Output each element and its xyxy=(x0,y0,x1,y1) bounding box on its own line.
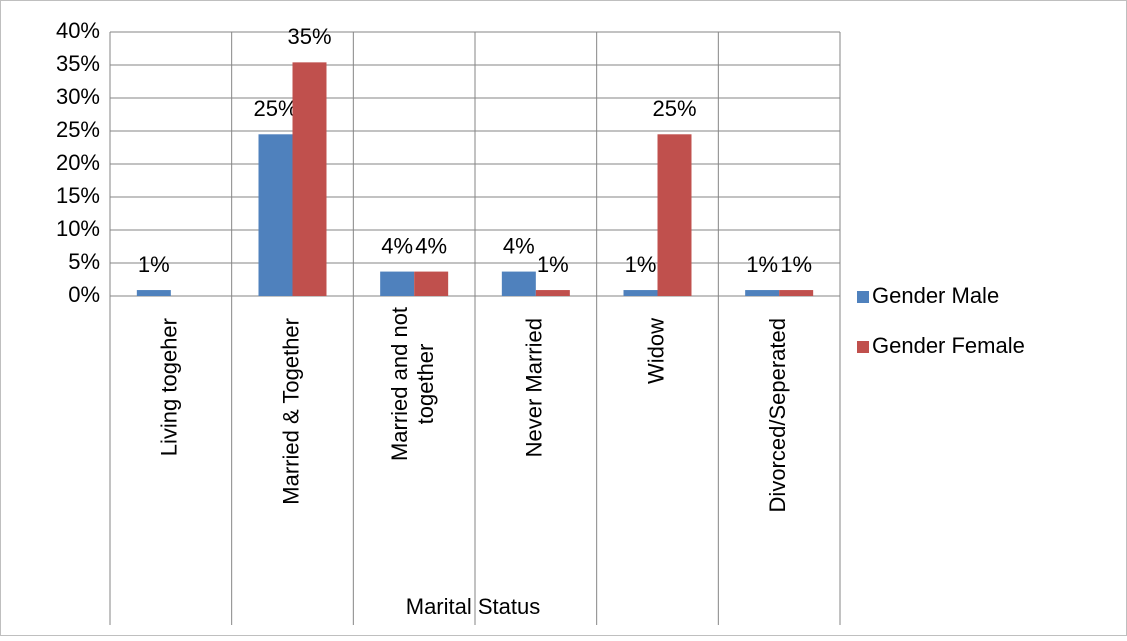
y-tick-label: 10% xyxy=(56,216,100,241)
bar xyxy=(501,271,536,296)
y-tick-label: 35% xyxy=(56,51,100,76)
data-label: 4% xyxy=(503,233,535,258)
bar xyxy=(380,271,415,296)
bar xyxy=(657,134,692,296)
data-label: 1% xyxy=(537,252,569,277)
bar xyxy=(623,290,658,296)
y-tick-label: 30% xyxy=(56,84,100,109)
legend-swatch xyxy=(857,291,869,303)
data-label: 1% xyxy=(138,252,170,277)
bar xyxy=(414,271,449,296)
legend-swatch xyxy=(857,341,869,353)
x-tick-label: Married & Together xyxy=(278,318,303,505)
data-label: 25% xyxy=(253,96,297,121)
legend-label: Gender Female xyxy=(872,333,1025,358)
x-tick-label: Divorced/Seperated xyxy=(765,318,790,512)
data-label: 35% xyxy=(287,24,331,49)
bar xyxy=(535,290,570,296)
x-tick-label: Widow xyxy=(643,318,668,384)
x-tick-label: Married and nottogether xyxy=(387,307,438,461)
data-label: 1% xyxy=(780,252,812,277)
bar xyxy=(136,290,171,296)
y-tick-label: 15% xyxy=(56,183,100,208)
y-tick-label: 25% xyxy=(56,117,100,142)
x-tick-label: Never Married xyxy=(522,318,547,457)
bar xyxy=(258,134,293,296)
x-tick-label-line: Married and not xyxy=(387,307,412,461)
data-label: 4% xyxy=(415,233,447,258)
y-tick-label: 0% xyxy=(68,282,100,307)
bar xyxy=(779,290,814,296)
x-tick-label: Living togeher xyxy=(157,318,182,456)
y-tick-label: 5% xyxy=(68,249,100,274)
x-axis-title: Marital Status xyxy=(406,594,541,619)
y-tick-label: 40% xyxy=(56,18,100,43)
legend-label: Gender Male xyxy=(872,283,999,308)
x-tick-label-line: together xyxy=(413,344,438,425)
bar xyxy=(745,290,780,296)
data-label: 1% xyxy=(746,252,778,277)
data-label: 1% xyxy=(625,252,657,277)
data-label: 4% xyxy=(381,233,413,258)
bar xyxy=(292,62,327,296)
y-tick-label: 20% xyxy=(56,150,100,175)
data-label: 25% xyxy=(652,96,696,121)
